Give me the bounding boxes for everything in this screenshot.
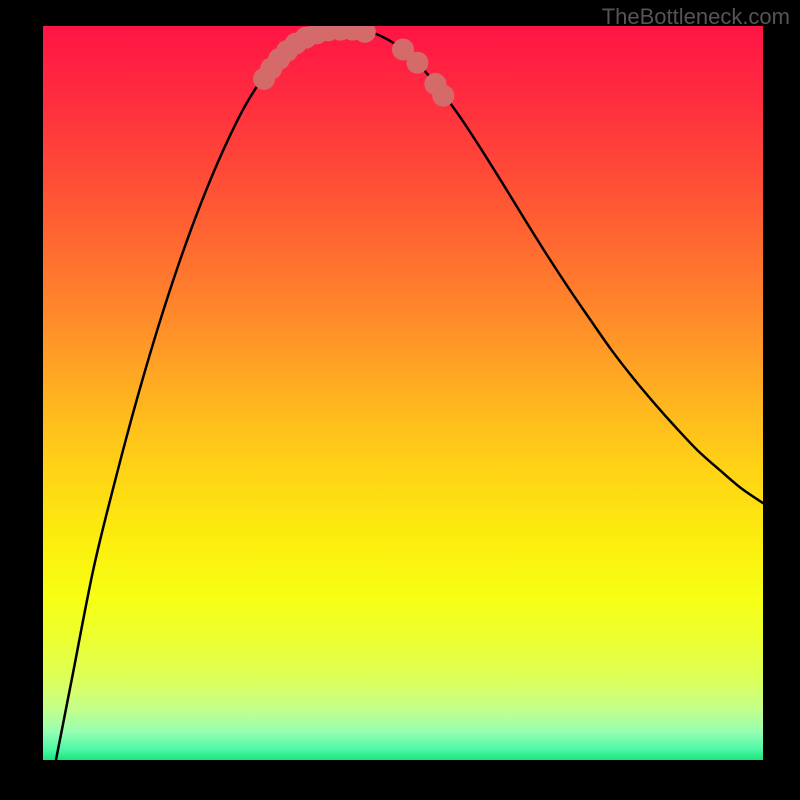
chart-container: TheBottleneck.com [0,0,800,800]
plot-area [43,26,763,760]
valley-marker [432,85,454,107]
gradient-background [43,26,763,760]
watermark-text: TheBottleneck.com [602,4,790,30]
valley-marker [406,52,428,74]
chart-svg [43,26,763,760]
